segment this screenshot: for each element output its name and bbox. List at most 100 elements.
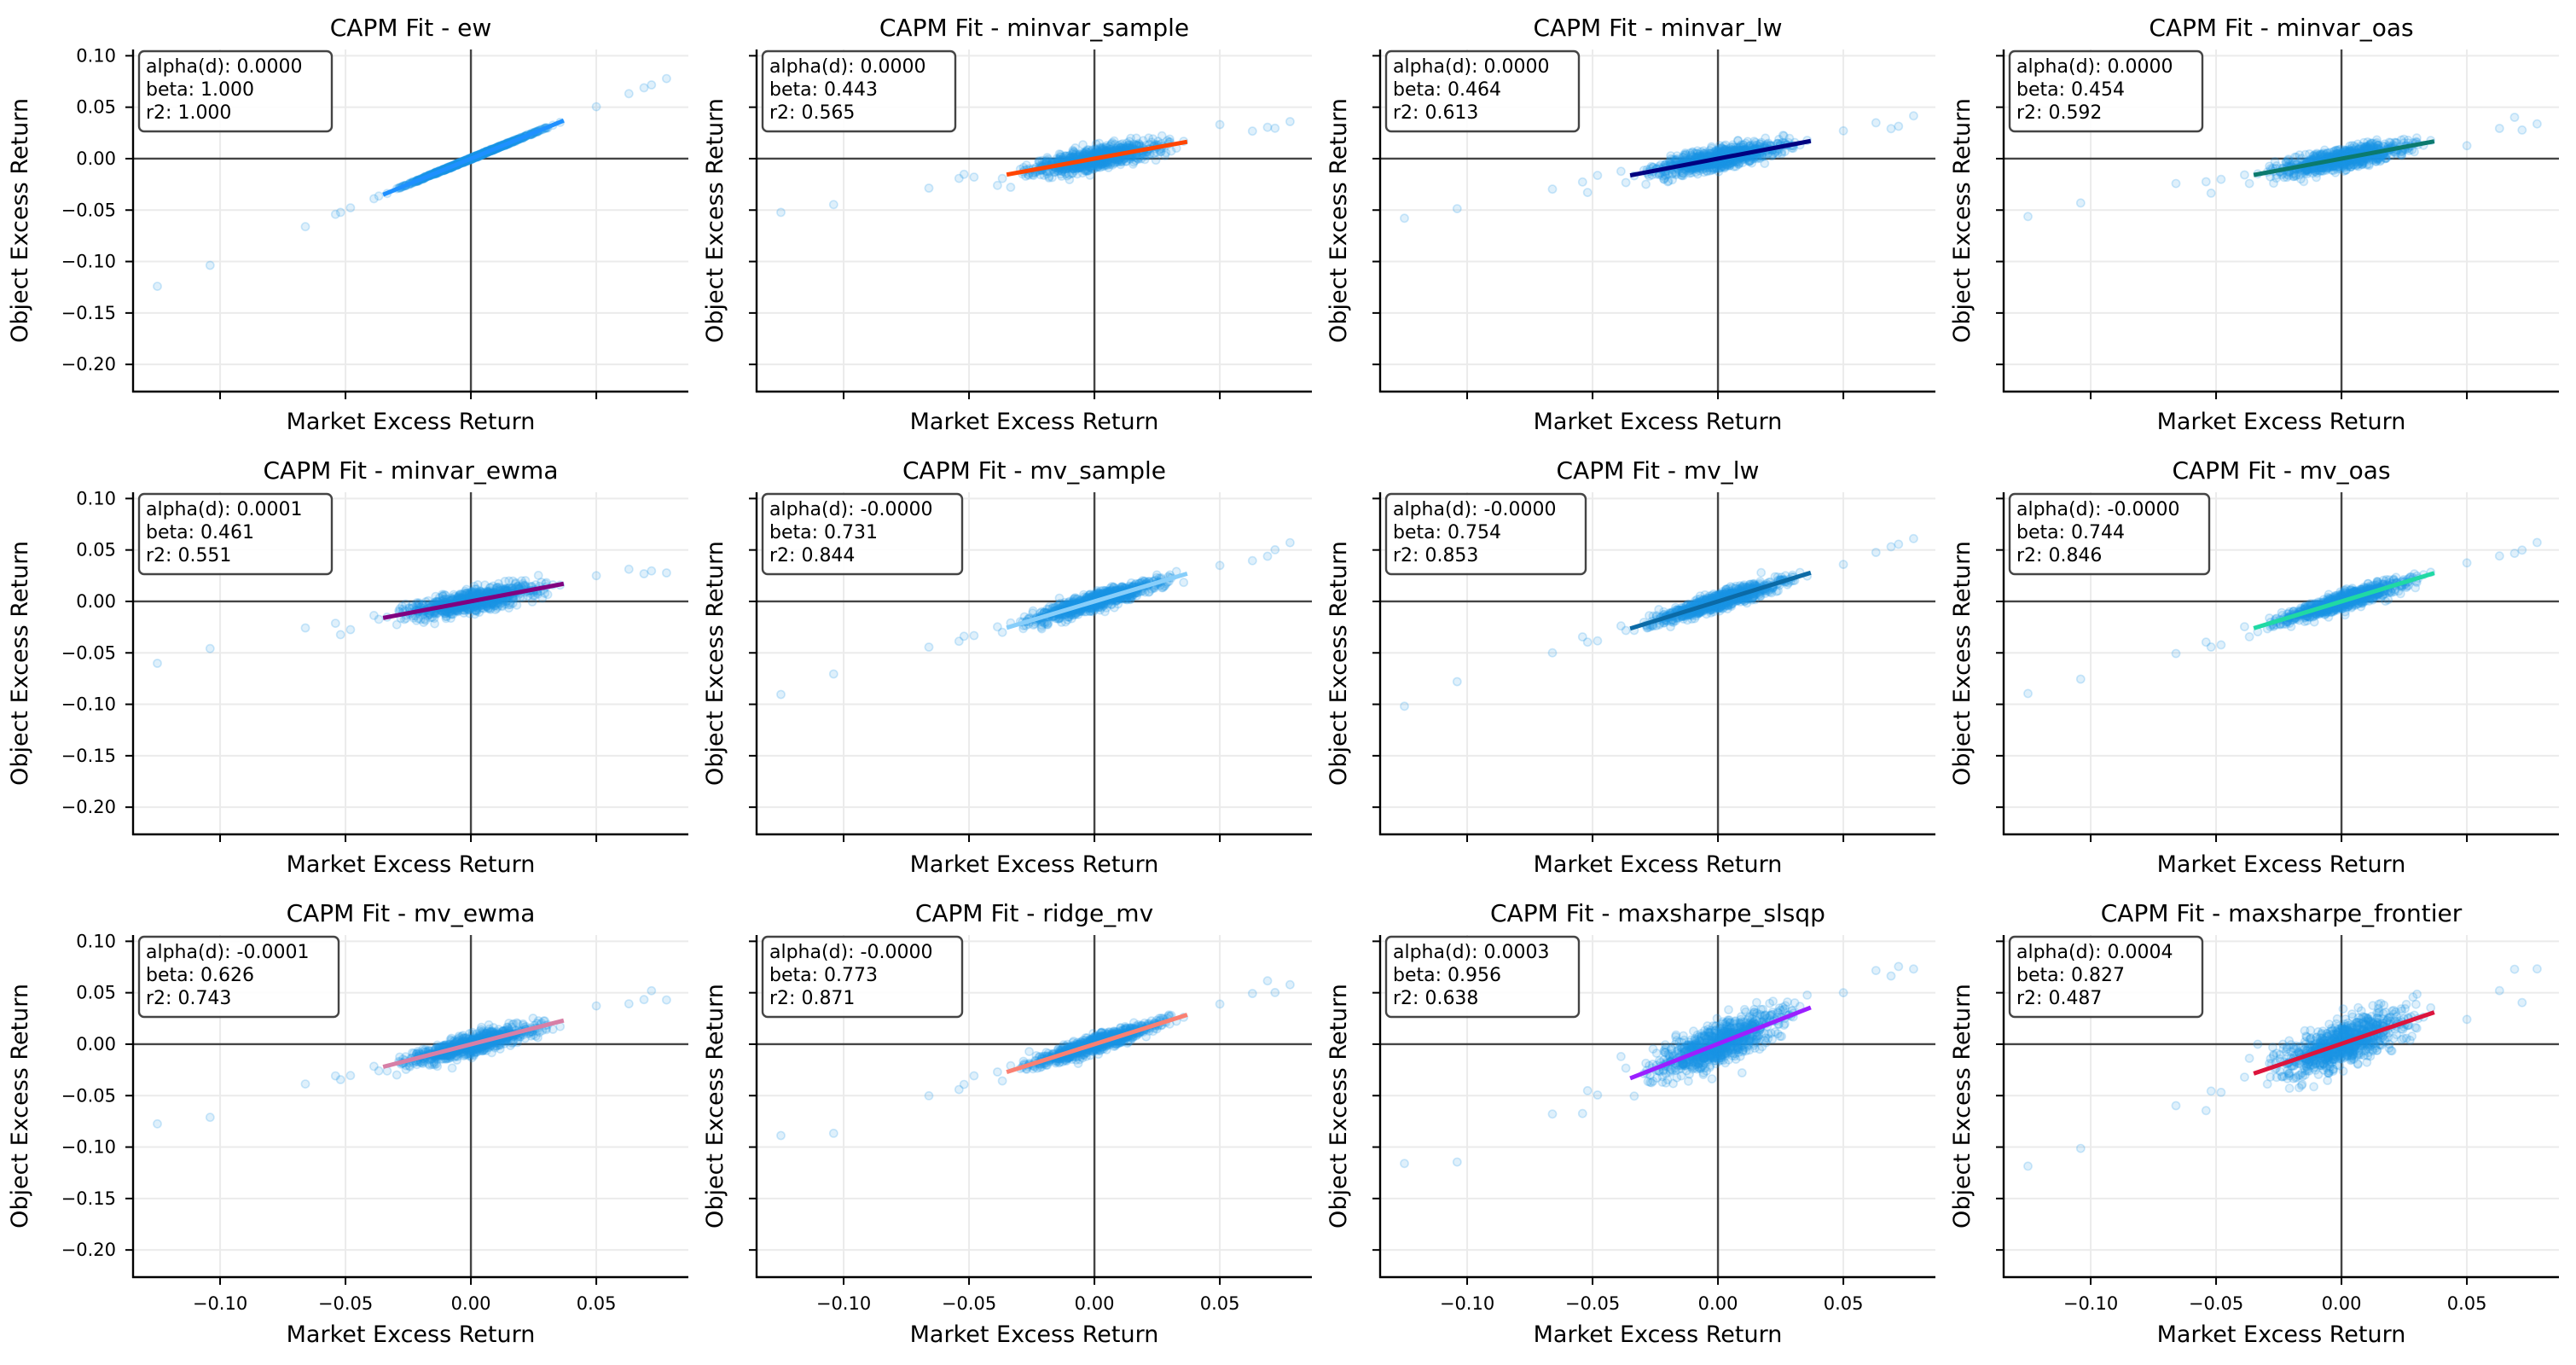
scatter-point [1098, 146, 1107, 155]
scatter-point [300, 623, 310, 633]
scatter-point [1102, 160, 1112, 171]
scatter-point [1069, 164, 1079, 174]
scatter-point [1116, 139, 1126, 149]
scatter-point [1547, 184, 1558, 195]
x-axis-label: Market Excess Return [2157, 409, 2406, 435]
scatter-point [1109, 136, 1119, 146]
scatter-point [1071, 164, 1082, 174]
scatter-point [1056, 169, 1066, 179]
beta-stat: beta: 1.000 [146, 79, 254, 101]
scatter-point [1081, 146, 1091, 156]
scatter-point [2291, 152, 2301, 162]
scatter-point [591, 571, 601, 581]
scatter-point [1070, 150, 1081, 160]
scatter-point [624, 89, 634, 99]
scatter-point [205, 643, 215, 653]
scatter-point [993, 180, 1002, 190]
scatter-point [368, 611, 379, 620]
alpha-stat: alpha(d): 0.0000 [146, 56, 303, 78]
scatter-point [153, 659, 162, 668]
scatter-point [1105, 142, 1115, 151]
scatter-point [1070, 166, 1080, 176]
scatter-point [1034, 157, 1044, 167]
scatter-point [1082, 145, 1093, 155]
scatter-point [1122, 138, 1132, 148]
scatter-point [1088, 163, 1097, 173]
scatter-point [1097, 144, 1107, 154]
scatter-point [464, 605, 474, 615]
scatter-point [1083, 165, 1094, 175]
scatter-point [1106, 139, 1117, 149]
scatter-point [1103, 159, 1113, 169]
scatter-point [1075, 149, 1085, 160]
scatter-point [1126, 133, 1135, 143]
scatter-point [1098, 159, 1107, 169]
scatter-point [1098, 158, 1108, 168]
beta-stat: beta: 0.443 [769, 79, 878, 101]
scatter-point [1076, 162, 1087, 172]
scatter-point [1084, 161, 1094, 171]
scatter-point [1138, 136, 1148, 146]
scatter-point [1069, 164, 1078, 174]
scatter-point [2171, 178, 2181, 189]
scatter-point [1641, 179, 1651, 189]
scatter-point [1094, 160, 1105, 170]
scatter-point [1091, 160, 1101, 170]
scatter-point [1096, 160, 1106, 170]
scatter-point [1128, 159, 1138, 169]
scatter-point [1680, 150, 1691, 160]
scatter-point [1894, 121, 1904, 131]
scatter-point [1164, 134, 1175, 144]
scatter-point [1095, 142, 1105, 153]
scatter-point [1121, 156, 1131, 166]
scatter-point [1077, 168, 1088, 178]
scatter-point [1140, 154, 1150, 165]
scatter-point [1745, 155, 1755, 166]
y-tick-label: −0.15 [61, 303, 116, 323]
y-tick-label: 0.00 [76, 148, 116, 169]
scatter-point [1616, 166, 1626, 177]
scatter-point [1098, 161, 1108, 171]
scatter-point [1080, 165, 1090, 175]
scatter-point [1107, 137, 1117, 148]
scatter-point [476, 587, 485, 597]
scatter-point [662, 73, 671, 84]
scatter-point [1733, 159, 1743, 169]
scatter-point [1066, 152, 1076, 162]
scatter-point [330, 619, 340, 628]
scatter-point [1077, 148, 1088, 158]
scatter-point [1034, 156, 1044, 166]
scatter-point [1128, 139, 1139, 149]
scatter-point [1077, 163, 1088, 173]
y-tick-label: −0.20 [61, 354, 116, 375]
scatter-point [1064, 151, 1074, 161]
scatter-point [1061, 169, 1070, 178]
scatter-point [1047, 172, 1057, 183]
scatter-point [1061, 151, 1071, 161]
scatter-point [2494, 124, 2504, 133]
y-tick-label: 0.05 [76, 540, 116, 561]
scatter-point [1105, 144, 1115, 154]
scatter-point [2532, 119, 2542, 129]
scatter-point [1065, 150, 1075, 160]
scatter-point [1577, 177, 1587, 187]
panel-ew: CAPM Fit - ew0.100.050.00−0.05−0.10−0.15… [7, 14, 688, 435]
r2-stat: r2: 0.613 [1393, 102, 1478, 124]
r2-stat: r2: 0.551 [146, 545, 231, 566]
scatter-point [2517, 125, 2527, 135]
scatter-point [1071, 163, 1082, 173]
scatter-point [1101, 158, 1111, 168]
scatter-point [2244, 178, 2254, 189]
scatter-point [2509, 113, 2520, 122]
scatter-point [1116, 157, 1126, 167]
scatter-point [474, 607, 484, 618]
scatter-point [1099, 145, 1109, 154]
scatter-point [662, 568, 671, 578]
scatter-point [1124, 139, 1134, 149]
x-axis-label: Market Excess Return [287, 409, 536, 435]
scatter-point [1055, 152, 1065, 161]
alpha-stat: alpha(d): 0.0000 [2016, 56, 2173, 78]
